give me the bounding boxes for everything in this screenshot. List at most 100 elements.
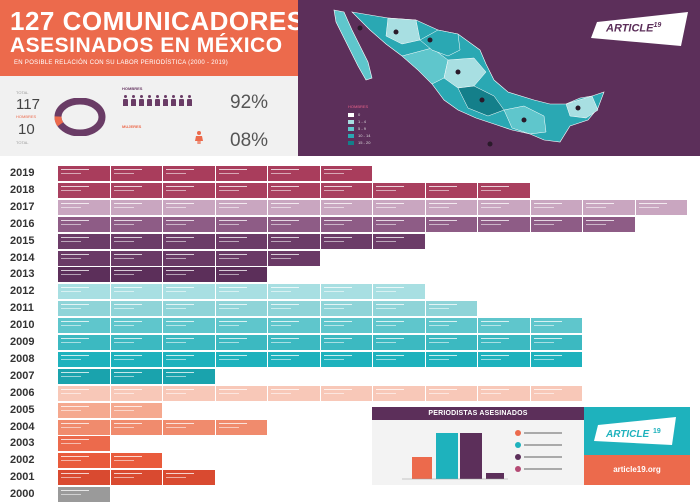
victim-cell	[320, 385, 372, 401]
victim-cell	[110, 216, 162, 232]
victim-cell	[530, 216, 582, 232]
victim-cell	[58, 318, 110, 334]
victim-cell	[373, 233, 425, 249]
victim-cell	[58, 199, 110, 215]
year-label: 2001	[10, 471, 35, 484]
victim-cell	[268, 166, 320, 181]
year-label: 2008	[10, 352, 35, 365]
victim-cell	[110, 301, 162, 317]
victim-cell	[58, 233, 110, 249]
person-icon	[178, 95, 184, 106]
victim-cell	[215, 216, 267, 232]
victim-cell	[320, 199, 372, 215]
victim-cell	[425, 335, 477, 350]
website-link[interactable]: article19.org	[584, 455, 690, 485]
victim-cell	[530, 385, 582, 401]
victim-cell	[163, 250, 215, 266]
victim-cell	[425, 351, 477, 367]
victim-cell	[58, 351, 110, 367]
victim-cell	[163, 419, 215, 435]
victim-cell	[110, 419, 162, 435]
victim-cell	[163, 216, 215, 232]
victim-cell	[320, 351, 372, 367]
victim-cell	[163, 284, 215, 300]
victim-cell	[215, 419, 267, 435]
victim-cell	[320, 233, 372, 249]
men-percentage: 92%	[230, 92, 269, 113]
map-legend-title: HOMBRES	[348, 104, 369, 109]
victim-cell	[215, 199, 267, 215]
panel-title: PERIODISTAS ASESINADOS	[372, 407, 584, 420]
victim-cell	[110, 318, 162, 334]
victim-cell	[320, 166, 372, 181]
year-label: 2007	[10, 369, 35, 382]
victim-cell	[373, 335, 425, 350]
victim-cell	[268, 301, 320, 317]
year-label: 2006	[10, 386, 35, 399]
men-total: 117	[16, 96, 40, 113]
victim-cell	[215, 233, 267, 249]
victim-cell	[320, 284, 372, 300]
women-total-label: TOTAL	[16, 140, 29, 145]
stats-panel: TOTAL 117 HOMBRES 10 TOTAL HOMBRES 92% M…	[0, 76, 298, 156]
victim-cell	[268, 284, 320, 300]
victim-cell	[583, 199, 635, 215]
legend-swatch	[348, 126, 354, 131]
women-category-label: MUJERES	[122, 124, 142, 129]
person-icon	[146, 95, 152, 106]
person-icon	[170, 95, 176, 106]
year-label: 2000	[10, 488, 35, 501]
person-icon	[130, 95, 136, 106]
bar-mark	[486, 473, 504, 479]
article19-logo-bottom: ARTICLE 19	[584, 407, 690, 455]
victim-cell	[58, 402, 110, 418]
victim-cell	[58, 368, 110, 384]
victim-cell	[268, 385, 320, 401]
year-label: 2011	[10, 302, 34, 315]
victim-cell	[320, 335, 372, 350]
victim-cell	[110, 470, 162, 486]
victim-cell	[163, 301, 215, 317]
year-label: 2010	[10, 319, 35, 332]
mini-bar-chart	[402, 430, 562, 480]
victim-cell	[215, 318, 267, 334]
victim-cell	[320, 318, 372, 334]
victim-cell	[320, 301, 372, 317]
victim-cell	[373, 199, 425, 215]
victim-cell	[163, 368, 215, 384]
victim-cell	[530, 351, 582, 367]
victim-cell	[268, 351, 320, 367]
victim-cell	[268, 216, 320, 232]
victim-cell	[530, 335, 582, 350]
victim-cell	[530, 199, 582, 215]
svg-text:ARTICLE: ARTICLE	[605, 429, 649, 440]
year-label: 2004	[10, 420, 35, 433]
bar-mark	[412, 457, 432, 479]
year-label: 2002	[10, 454, 35, 467]
victim-cell	[110, 267, 162, 283]
victim-cell	[268, 199, 320, 215]
victim-cell	[163, 470, 215, 486]
person-icon	[138, 95, 144, 106]
victim-cell	[110, 250, 162, 266]
victim-cell	[163, 199, 215, 215]
svg-text:19: 19	[653, 428, 661, 435]
victim-cell	[425, 182, 477, 198]
victim-cell	[163, 267, 215, 283]
year-label: 2009	[10, 336, 35, 348]
victim-cell	[373, 385, 425, 401]
men-category-label: HOMBRES	[122, 86, 143, 91]
victim-cell	[163, 233, 215, 249]
victim-cell	[373, 351, 425, 367]
victim-cell	[58, 453, 110, 469]
year-label: 2005	[10, 403, 35, 416]
year-label: 2018	[10, 183, 35, 196]
victim-cell	[110, 284, 162, 300]
victim-cell	[373, 216, 425, 232]
year-label: 2017	[10, 200, 35, 213]
victim-cell	[215, 284, 267, 300]
bar-mark	[460, 433, 482, 479]
victim-cell	[268, 335, 320, 350]
victim-cell	[478, 351, 530, 367]
victim-cell	[268, 233, 320, 249]
